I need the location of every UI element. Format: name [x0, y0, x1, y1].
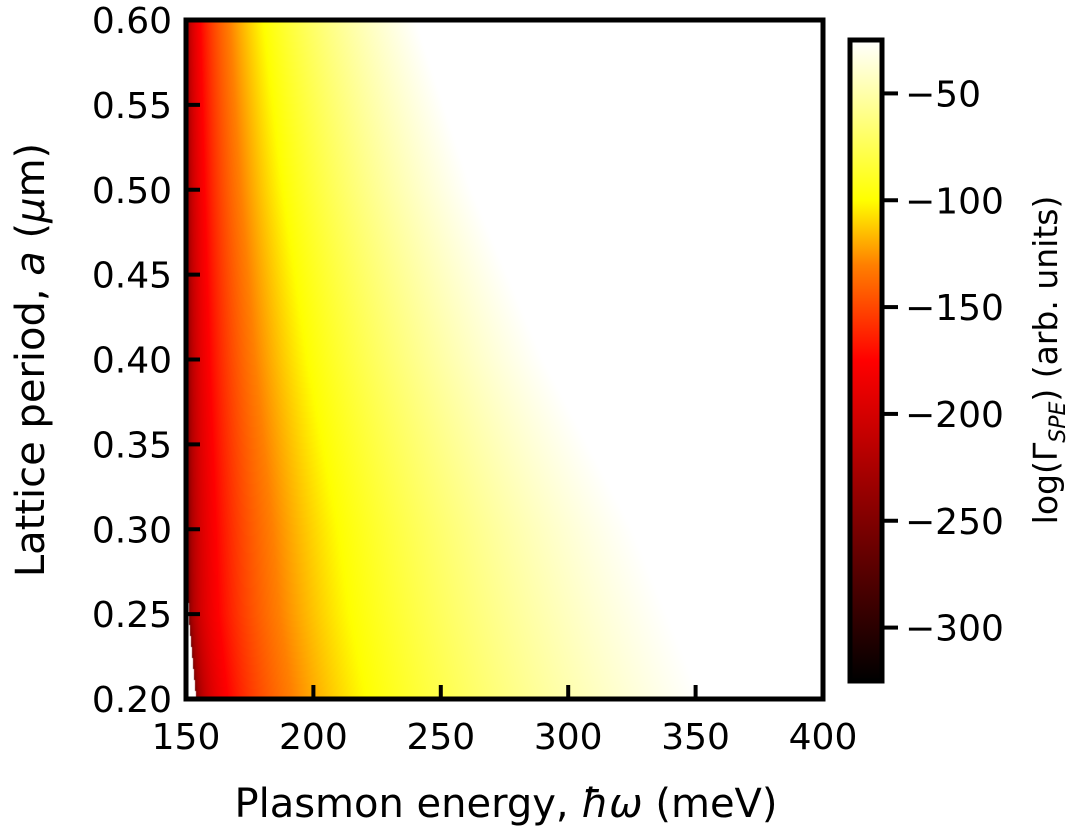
colorbar-label: log(ΓSPE) (arb. units) [1026, 196, 1071, 525]
y-tick-label: 0.30 [92, 510, 172, 551]
y-label-mu: μ [8, 197, 54, 223]
colorbar-tick-label: −150 [905, 288, 1004, 329]
heatmap-image [186, 20, 823, 699]
y-axis: 0.20 0.25 0.30 0.35 0.40 0.45 0.50 0.55 0.60 [92, 1, 200, 721]
x-axis-label: Plasmon energy, ħω (meV) [234, 781, 777, 827]
y-tick-label: 0.20 [92, 680, 172, 721]
y-label-pre: Lattice period, [8, 276, 54, 577]
x-tick-label: 150 [152, 717, 221, 758]
colorbar-tick-label: −100 [905, 181, 1004, 222]
y-label-unit: m) [8, 143, 54, 198]
colorbar-label-post: ) (arb. units) [1026, 196, 1065, 402]
colorbar [847, 37, 885, 684]
colorbar-label-pre: log(Γ [1026, 442, 1065, 524]
colorbar-tick-label: −250 [905, 502, 1004, 543]
y-tick-label: 0.55 [92, 86, 172, 127]
x-tick-label: 400 [789, 717, 858, 758]
y-tick-label: 0.35 [92, 425, 172, 466]
x-tick-label: 300 [534, 717, 603, 758]
colorbar-tick-label: −300 [905, 609, 1004, 650]
y-tick-label: 0.50 [92, 171, 172, 212]
y-tick-label: 0.45 [92, 256, 172, 297]
y-tick-label: 0.60 [92, 1, 172, 42]
x-tick-label: 250 [406, 717, 475, 758]
x-label-pre: Plasmon energy, [234, 781, 581, 827]
colorbar-axis: −50 −100 −150 −200 −250 −300 [882, 74, 1004, 650]
x-label-post: (meV) [643, 781, 778, 827]
y-tick-label: 0.25 [92, 595, 172, 636]
colorbar-label-sub: SPE [1046, 402, 1071, 443]
y-tick-label: 0.40 [92, 341, 172, 382]
colorbar-tick-label: −50 [905, 74, 981, 115]
x-tick-label: 350 [661, 717, 730, 758]
colorbar-tick-label: −200 [905, 395, 1004, 436]
y-label-post: ( [8, 223, 54, 251]
x-axis: 150 200 250 300 350 400 [152, 685, 858, 758]
x-label-symbol: ħω [581, 781, 642, 827]
x-tick-label: 200 [279, 717, 348, 758]
y-label-symbol: a [8, 251, 54, 276]
y-axis-label: Lattice period, a (μm) [8, 143, 54, 577]
